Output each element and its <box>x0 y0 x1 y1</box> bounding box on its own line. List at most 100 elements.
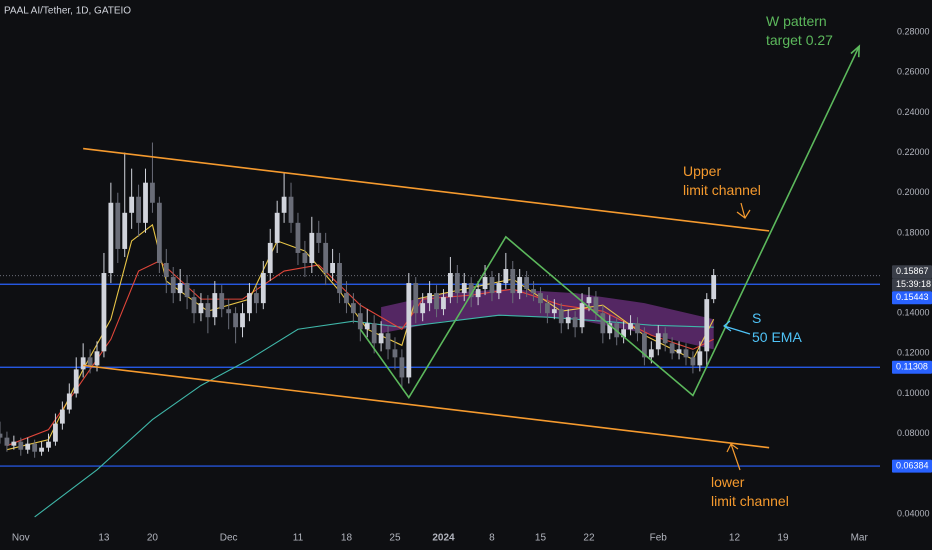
countdown-label: 15:39:18 <box>896 279 931 289</box>
arrow-head <box>850 44 861 58</box>
candle-body <box>288 196 294 223</box>
chart-title: PAAL AI/Tether, 1D, GATEIO <box>4 6 131 17</box>
x-tick-label: 12 <box>729 533 741 544</box>
candle-body <box>711 275 717 300</box>
annotation: S 50 EMA <box>752 310 802 345</box>
price-line-label: 0.11308 <box>896 362 928 372</box>
candle-body <box>461 283 467 294</box>
candle-body <box>32 443 38 452</box>
y-tick-label: 0.26000 <box>897 67 930 77</box>
arrow <box>736 202 751 219</box>
price-line-label-box <box>892 291 932 305</box>
candle-body <box>344 293 349 304</box>
annotation-line: lower <box>711 474 745 490</box>
candle-body <box>531 289 536 294</box>
candle-body <box>676 349 682 354</box>
annotation: lower limit channel <box>711 474 789 509</box>
candle-body <box>468 283 474 298</box>
candle-body <box>66 393 72 410</box>
candle-body <box>579 303 585 328</box>
candle-body <box>80 357 86 370</box>
candle-body <box>690 357 696 366</box>
x-tick-label: Feb <box>650 533 668 544</box>
annotation: Upper limit channel <box>683 163 761 198</box>
candle-body <box>46 441 51 448</box>
price-line-label-box <box>892 459 932 473</box>
candle-body <box>475 289 481 298</box>
candle-body <box>524 277 530 290</box>
last-price-label-box <box>892 265 932 279</box>
candle-body <box>510 269 516 294</box>
x-tick-label: 13 <box>98 533 110 544</box>
y-tick-label: 0.14000 <box>897 308 930 318</box>
candle-body <box>59 409 65 424</box>
candle-body <box>267 242 273 274</box>
candle-body <box>177 283 183 294</box>
x-tick-label: 19 <box>777 533 789 544</box>
candle-body <box>441 297 446 310</box>
candle-body <box>101 273 107 352</box>
candle-body <box>704 299 710 352</box>
y-tick-label: 0.10000 <box>897 388 930 398</box>
trend-line <box>359 45 860 399</box>
y-tick-label: 0.24000 <box>897 107 930 117</box>
candle-body <box>39 447 44 452</box>
candle-body <box>420 303 426 314</box>
candle-body <box>330 262 335 274</box>
candle-body <box>683 349 689 358</box>
price-line-label: 0.15443 <box>896 292 929 302</box>
candle-body <box>198 303 204 314</box>
candle-body <box>108 202 114 274</box>
candle-body <box>364 323 370 330</box>
countdown-label-box <box>892 278 932 292</box>
candle-body <box>357 313 363 330</box>
candle-body <box>53 423 58 442</box>
candle-body <box>302 252 308 263</box>
candle-body <box>253 293 259 304</box>
y-tick-label: 0.08000 <box>897 428 930 438</box>
arrow <box>723 320 751 335</box>
y-tick-label: 0.28000 <box>897 26 930 36</box>
candle-body <box>87 357 93 366</box>
candle-body <box>427 293 433 304</box>
candle-body <box>316 232 322 243</box>
candle-body <box>94 351 100 366</box>
trend-line <box>83 364 770 449</box>
x-tick-label: 22 <box>583 533 595 544</box>
x-tick-label: Dec <box>220 533 238 544</box>
price-line-label-box <box>892 360 932 374</box>
x-tick-label: 11 <box>293 533 304 544</box>
candle-body <box>669 343 675 354</box>
candle-body <box>205 303 211 318</box>
x-tick-label: 2024 <box>432 533 455 544</box>
ema-line <box>34 314 714 518</box>
candle-body <box>648 349 654 358</box>
x-tick-label: Mar <box>851 533 869 544</box>
candle-body <box>586 297 592 304</box>
candle-body <box>184 283 190 298</box>
x-tick-label: 8 <box>489 533 495 544</box>
y-tick-label: 0.12000 <box>897 348 930 358</box>
candle-body <box>655 333 661 350</box>
candle-body <box>378 333 384 344</box>
candle-body <box>545 303 550 314</box>
candle-body <box>642 333 647 358</box>
candle-body <box>551 309 557 314</box>
candle-body <box>122 212 128 249</box>
candle-body <box>4 437 10 446</box>
candle-body <box>350 303 356 314</box>
x-tick-label: Nov <box>12 533 30 544</box>
candle-body <box>635 323 640 334</box>
annotation-line: W pattern <box>766 13 827 29</box>
annotation-line: limit channel <box>711 493 789 509</box>
candle-body <box>295 222 301 253</box>
candle-body <box>115 202 121 249</box>
candle-body <box>323 242 329 274</box>
axes: 0.28000 0.26000 0.24000 0.22000 0.20000 0.180… <box>12 0 932 550</box>
candle-body <box>240 313 245 328</box>
candle-body <box>413 283 419 314</box>
candle-body <box>150 182 155 203</box>
candle-body <box>503 269 509 284</box>
candle-body <box>156 202 162 263</box>
candle-body <box>163 262 169 278</box>
